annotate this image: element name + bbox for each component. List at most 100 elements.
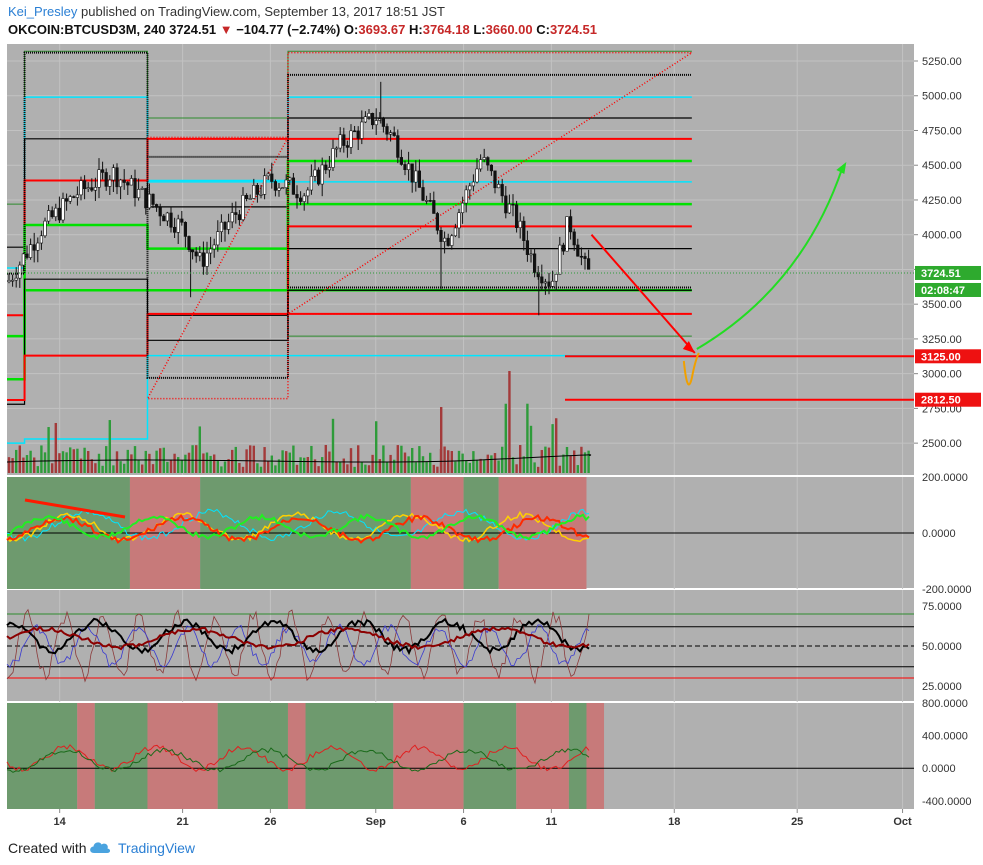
volume-bar [223,461,227,473]
candle-body [93,187,97,191]
volume-bar [148,453,151,473]
candle-body [43,220,47,237]
candle-body [399,157,404,165]
volume-bar [94,463,97,473]
candle-body [173,226,177,233]
volume-bar [580,446,583,473]
price-tick-label: 3000.00 [922,369,962,381]
volume-bar [202,453,205,473]
candle-body [406,163,411,170]
volume-bar [429,452,432,473]
author-link[interactable]: Kei_Presley [8,4,78,19]
candle-body [194,251,198,257]
price-tick-label: 3250.00 [922,334,962,346]
bounce-sketch [682,352,700,386]
volume-bar [558,465,561,473]
candle-body [482,157,486,160]
volume-bar [493,453,497,473]
volume-bar [306,457,309,473]
volume-bar [191,445,194,473]
candle-body [306,189,310,197]
volume-bar [537,466,540,473]
volume-bar [349,448,353,473]
candle-body [334,147,339,150]
candle-body [219,221,224,232]
volume-bar [540,449,543,473]
candle-body [46,210,51,222]
candle-body [270,173,274,182]
oscillator-tick-label: -400.0000 [922,796,972,808]
last-price-tag: 3724.51 [921,268,961,280]
candle-body [111,167,115,181]
volume-bar [465,460,468,473]
volume-bar [357,445,360,473]
time-tick-label: 11 [546,816,558,828]
volume-bar [407,456,410,473]
candle-body [496,184,501,189]
candle-body [144,188,148,209]
symbol-label[interactable]: OKCOIN:BTCUSD3M, 240 [8,22,166,37]
oscillator-band [94,703,148,809]
oscillator-tick-label: 0.0000 [922,763,956,775]
candle-body [72,196,76,198]
candle-body [576,244,580,257]
candle-body [309,175,314,191]
candle-body [288,177,292,181]
last-price: 3724.51 [169,22,217,37]
price-tick-label: 4750.00 [922,125,962,137]
volume-bar [155,450,158,473]
candle-body [212,244,216,250]
oscillator-tick-label: -200.0000 [922,584,972,596]
candle-body [32,244,36,251]
candle-body [579,255,583,258]
chart-canvas[interactable]: 5250.00 5000.00 4750.00 4500.00 4250.00 4000.… [0,44,983,832]
candle-body [352,130,357,133]
volume-bar [454,461,457,473]
candle-body [50,210,54,218]
volume-bar [58,453,61,473]
candle-body [489,164,494,172]
candle-body [514,204,519,228]
volume-bar [569,456,572,473]
volume-bar [112,465,115,473]
candle-body [205,252,209,267]
volume-bar [292,445,295,473]
oscillator-band [586,703,605,809]
volume-bar [198,426,201,473]
candle-body [324,164,328,171]
osc1-line-b [6,510,590,543]
volume-bar [425,461,428,473]
candle-body [442,237,447,242]
volume-bar [97,453,101,473]
osc2-line-blue [6,623,590,669]
volume-bar [440,407,443,473]
volume-bar [22,457,25,473]
volume-bar [36,466,39,473]
target-price-tag: 3125.00 [921,351,961,363]
candle-body [101,169,105,173]
volume-bar [501,446,504,473]
volume-bar [195,445,198,473]
volume-bar [461,453,464,473]
volume-bar [576,465,579,473]
candle-body [561,244,565,252]
time-tick-label: Oct [893,816,912,828]
candle-body [388,132,393,135]
candle-body [295,194,299,199]
volume-bar [432,464,435,473]
candle-body [500,184,504,197]
candle-body [115,167,119,188]
created-with-text: Created with [8,840,87,856]
candle-body [468,185,472,191]
oscillator-band [217,703,288,809]
tradingview-link[interactable]: TradingView [118,840,196,856]
candle-body [342,134,346,146]
price-tick-label: 4000.00 [922,230,962,242]
candle-body [486,157,490,166]
volume-bar [317,466,320,473]
candle-body [11,279,15,282]
candle-body [424,200,429,202]
candle-body [381,118,386,127]
volume-bar [483,460,486,473]
candle-body [298,197,303,202]
